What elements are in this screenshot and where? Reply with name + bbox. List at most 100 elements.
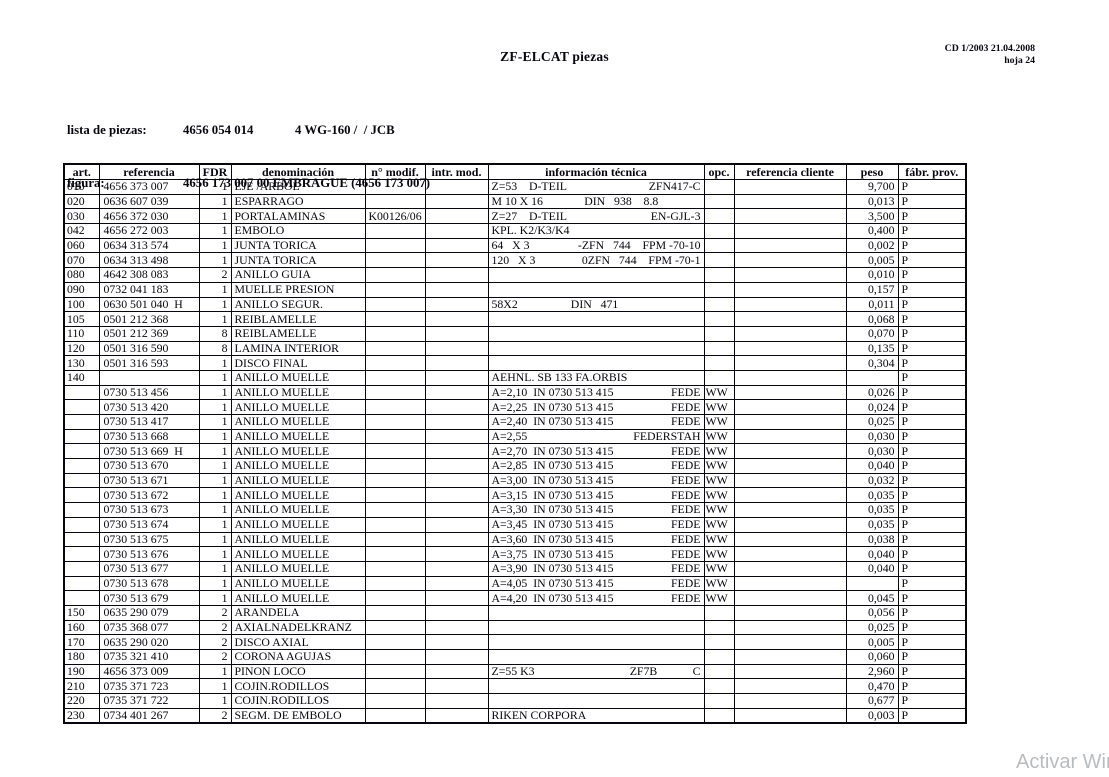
cell-peso: 9,700 xyxy=(845,179,899,195)
sheet-number: hoja 24 xyxy=(1004,55,1035,66)
cell-fdr: 1 xyxy=(198,443,232,460)
cell-art: 100 xyxy=(63,296,100,313)
cell-opc xyxy=(703,693,735,709)
cell-fdr: 1 xyxy=(198,663,232,680)
cell-informacion-tecnica xyxy=(487,281,705,298)
cell-fabr-prov: P xyxy=(897,325,967,342)
cell-peso: 0,024 xyxy=(845,399,899,415)
cell-referencia: 4642 308 083 xyxy=(98,267,200,283)
cell-referencia-cliente xyxy=(733,619,847,636)
cell-referencia: 0635 290 020 xyxy=(98,634,200,650)
cell-n-modif xyxy=(364,619,426,636)
cell-intr-mod xyxy=(424,443,489,460)
cell-opc xyxy=(703,267,735,283)
info-left-text: A=3,00 IN 0730 513 415 xyxy=(491,473,614,488)
table-row: 150 0635 290 079 2 ARANDELA 0,056 P xyxy=(63,604,967,621)
cell-fdr: 2 xyxy=(198,634,232,650)
cell-peso: 0,038 xyxy=(845,531,899,548)
windows-activation-watermark: Activar Win xyxy=(1016,751,1109,773)
cell-denominacion: COJIN.RODILLOS xyxy=(230,693,366,709)
cell-informacion-tecnica: 58X2 DIN 471 xyxy=(487,296,705,313)
table-header-row: art. referencia FDR denominación n° modif. in… xyxy=(63,163,967,180)
cell-denominacion: DISCO FINAL xyxy=(230,355,366,371)
cell-informacion-tecnica: FEDE A=2,70 IN 0730 513 415 xyxy=(487,443,705,460)
cell-peso xyxy=(845,369,899,386)
cell-fabr-prov: P xyxy=(897,355,967,371)
cell-n-modif xyxy=(364,355,426,371)
cell-art: 160 xyxy=(63,619,100,636)
cell-art: 150 xyxy=(63,604,100,621)
cell-opc: WW xyxy=(703,472,735,489)
cell-referencia: 0735 371 723 xyxy=(98,678,200,695)
cell-referencia-cliente xyxy=(733,472,847,489)
cell-fdr: 1 xyxy=(198,428,232,445)
cell-intr-mod xyxy=(424,531,489,548)
cell-fabr-prov: P xyxy=(897,267,967,283)
cell-n-modif xyxy=(364,193,426,210)
cell-opc xyxy=(703,252,735,269)
cell-peso: 3,500 xyxy=(845,208,899,225)
cell-peso: 0,030 xyxy=(845,443,899,460)
cell-fabr-prov: P xyxy=(897,663,967,680)
cell-referencia: 0735 321 410 xyxy=(98,649,200,665)
cell-peso: 0,035 xyxy=(845,502,899,518)
cell-informacion-tecnica: FEDE A=3,90 IN 0730 513 415 xyxy=(487,560,705,577)
info-right-text: FEDE xyxy=(671,546,701,561)
cell-referencia-cliente xyxy=(733,693,847,709)
cell-art: 170 xyxy=(63,634,100,650)
cell-fdr: 1 xyxy=(198,693,232,709)
cell-fdr: 1 xyxy=(198,179,232,195)
cell-denominacion: EJE /ARBOL xyxy=(230,179,366,195)
cell-denominacion: ANILLO SEGUR. xyxy=(230,296,366,313)
cell-referencia: 0630 501 040 H xyxy=(98,296,200,313)
cell-referencia: 0501 212 369 xyxy=(98,325,200,342)
cell-opc: WW xyxy=(703,590,735,606)
info-left-text: A=3,60 IN 0730 513 415 xyxy=(491,532,614,546)
table-row: 030 4656 372 030 1 PORTALAMINAS K00126/06 EN-… xyxy=(63,208,967,225)
cell-denominacion: JUNTA TORICA xyxy=(230,237,366,254)
info-left-text: A=3,30 IN 0730 513 415 xyxy=(491,502,614,517)
cell-art: 230 xyxy=(63,707,100,724)
cell-n-modif xyxy=(364,472,426,489)
cell-referencia xyxy=(98,369,200,386)
cell-denominacion: ANILLO MUELLE xyxy=(230,502,366,518)
cell-fabr-prov: P xyxy=(897,458,967,474)
cell-n-modif xyxy=(364,546,426,562)
cell-referencia-cliente xyxy=(733,252,847,269)
cell-fabr-prov: P xyxy=(897,223,967,239)
cd-version: CD 1/2003 21.04.2008 xyxy=(944,43,1035,54)
cell-opc: WW xyxy=(703,502,735,518)
cell-informacion-tecnica xyxy=(487,619,705,636)
cell-art: 010 xyxy=(63,179,100,195)
info-right-text: FEDE xyxy=(671,473,701,488)
cell-n-modif xyxy=(364,634,426,650)
cell-art: 110 xyxy=(63,325,100,342)
column-header-3: denominación xyxy=(230,163,366,180)
cell-intr-mod xyxy=(424,693,489,709)
cell-fabr-prov: P xyxy=(897,516,967,533)
cell-n-modif xyxy=(364,575,426,592)
cell-fabr-prov: P xyxy=(897,649,967,665)
cell-referencia: 0730 513 668 xyxy=(98,428,200,445)
cell-referencia-cliente xyxy=(733,649,847,665)
cell-n-modif: K00126/06 xyxy=(364,208,426,225)
cell-referencia: 0730 513 676 xyxy=(98,546,200,562)
cell-informacion-tecnica xyxy=(487,604,705,621)
table-row: 180 0735 321 410 2 CORONA AGUJAS 0,060 P xyxy=(63,649,967,665)
cell-opc: WW xyxy=(703,531,735,548)
cell-intr-mod xyxy=(424,707,489,724)
page-title: ZF-ELCAT piezas xyxy=(500,49,609,64)
cell-peso: 0,002 xyxy=(845,237,899,254)
table-row: 100 0630 501 040 H 1 ANILLO SEGUR. 58X2 DIN … xyxy=(63,296,967,313)
table-row: 0730 513 679 1 ANILLO MUELLE FEDE A=4,20 IN … xyxy=(63,590,967,606)
cell-peso: 0,040 xyxy=(845,546,899,562)
cell-fabr-prov: P xyxy=(897,237,967,254)
cell-art: 120 xyxy=(63,340,100,357)
cell-peso: 0,045 xyxy=(845,590,899,606)
cell-fabr-prov: P xyxy=(897,502,967,518)
cell-n-modif xyxy=(364,340,426,357)
cell-intr-mod xyxy=(424,384,489,401)
cell-intr-mod xyxy=(424,369,489,386)
cell-intr-mod xyxy=(424,458,489,474)
cell-fabr-prov: P xyxy=(897,487,967,504)
